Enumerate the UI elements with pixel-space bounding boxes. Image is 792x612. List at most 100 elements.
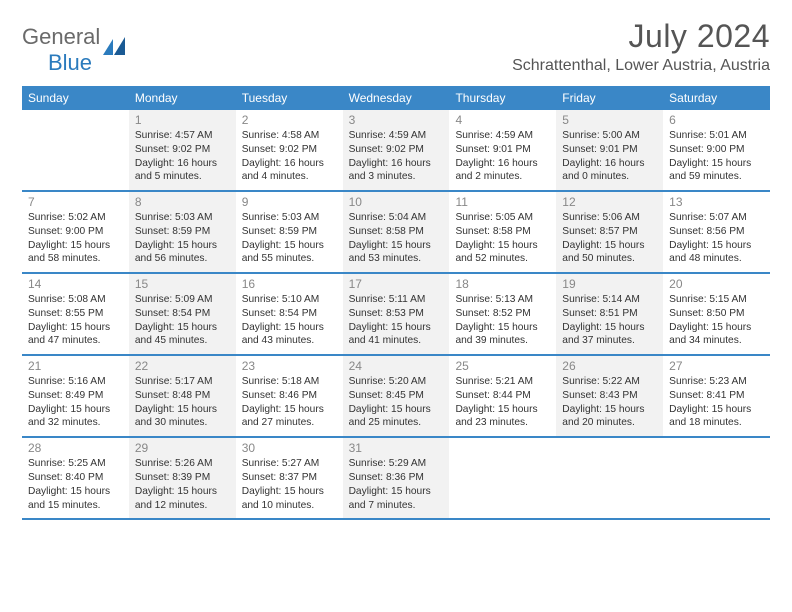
- day-header-cell: Saturday: [663, 86, 770, 110]
- day-cell: [663, 438, 770, 518]
- week-row: 14 Sunrise: 5:08 AMSunset: 8:55 PMDayligh…: [22, 274, 770, 356]
- day-cell: 24 Sunrise: 5:20 AMSunset: 8:45 PMDayligh…: [343, 356, 450, 436]
- day-number: 24: [349, 359, 444, 373]
- day-info: Sunrise: 4:58 AMSunset: 9:02 PMDaylight:…: [242, 129, 337, 184]
- day-info: Sunrise: 5:06 AMSunset: 8:57 PMDaylight:…: [562, 211, 657, 266]
- day-number: 13: [669, 195, 764, 209]
- day-info: Sunrise: 5:25 AMSunset: 8:40 PMDaylight:…: [28, 457, 123, 512]
- day-cell: 2 Sunrise: 4:58 AMSunset: 9:02 PMDaylight…: [236, 110, 343, 190]
- day-number: 26: [562, 359, 657, 373]
- day-number: 21: [28, 359, 123, 373]
- day-number: 23: [242, 359, 337, 373]
- day-info: Sunrise: 5:01 AMSunset: 9:00 PMDaylight:…: [669, 129, 764, 184]
- logo-text-wrap: General Blue: [22, 24, 100, 76]
- day-info: Sunrise: 5:08 AMSunset: 8:55 PMDaylight:…: [28, 293, 123, 348]
- day-number: 4: [455, 113, 550, 127]
- day-number: 6: [669, 113, 764, 127]
- day-number: 27: [669, 359, 764, 373]
- logo-flag-icon: [103, 37, 131, 64]
- day-info: Sunrise: 5:05 AMSunset: 8:58 PMDaylight:…: [455, 211, 550, 266]
- day-header-cell: Tuesday: [236, 86, 343, 110]
- day-header-row: SundayMondayTuesdayWednesdayThursdayFrid…: [22, 86, 770, 110]
- day-cell: 31 Sunrise: 5:29 AMSunset: 8:36 PMDayligh…: [343, 438, 450, 518]
- day-cell: 17 Sunrise: 5:11 AMSunset: 8:53 PMDayligh…: [343, 274, 450, 354]
- day-number: 25: [455, 359, 550, 373]
- day-cell: 18 Sunrise: 5:13 AMSunset: 8:52 PMDayligh…: [449, 274, 556, 354]
- day-info: Sunrise: 5:17 AMSunset: 8:48 PMDaylight:…: [135, 375, 230, 430]
- day-info: Sunrise: 5:22 AMSunset: 8:43 PMDaylight:…: [562, 375, 657, 430]
- day-cell: [22, 110, 129, 190]
- day-info: Sunrise: 5:09 AMSunset: 8:54 PMDaylight:…: [135, 293, 230, 348]
- day-cell: 11 Sunrise: 5:05 AMSunset: 8:58 PMDayligh…: [449, 192, 556, 272]
- day-cell: 7 Sunrise: 5:02 AMSunset: 9:00 PMDaylight…: [22, 192, 129, 272]
- day-cell: 5Sunrise: 5:00 AMSunset: 9:01 PMDaylight…: [556, 110, 663, 190]
- day-number: 5: [562, 113, 657, 127]
- day-info: Sunrise: 5:20 AMSunset: 8:45 PMDaylight:…: [349, 375, 444, 430]
- day-cell: 22 Sunrise: 5:17 AMSunset: 8:48 PMDayligh…: [129, 356, 236, 436]
- day-cell: 4 Sunrise: 4:59 AMSunset: 9:01 PMDaylight…: [449, 110, 556, 190]
- day-number: 7: [28, 195, 123, 209]
- day-info: Sunrise: 5:23 AMSunset: 8:41 PMDaylight:…: [669, 375, 764, 430]
- day-info: Sunrise: 5:18 AMSunset: 8:46 PMDaylight:…: [242, 375, 337, 430]
- day-info: Sunrise: 5:04 AMSunset: 8:58 PMDaylight:…: [349, 211, 444, 266]
- day-info: Sunrise: 5:26 AMSunset: 8:39 PMDaylight:…: [135, 457, 230, 512]
- title-block: July 2024 Schrattenthal, Lower Austria, …: [512, 18, 770, 75]
- day-cell: 29Sunrise: 5:26 AMSunset: 8:39 PMDayligh…: [129, 438, 236, 518]
- day-number: 17: [349, 277, 444, 291]
- day-number: 31: [349, 441, 444, 455]
- day-cell: 21 Sunrise: 5:16 AMSunset: 8:49 PMDayligh…: [22, 356, 129, 436]
- day-number: 14: [28, 277, 123, 291]
- day-info: Sunrise: 5:10 AMSunset: 8:54 PMDaylight:…: [242, 293, 337, 348]
- day-cell: 15 Sunrise: 5:09 AMSunset: 8:54 PMDayligh…: [129, 274, 236, 354]
- day-cell: [449, 438, 556, 518]
- location-text: Schrattenthal, Lower Austria, Austria: [512, 57, 770, 75]
- day-number: 2: [242, 113, 337, 127]
- logo-word-general: General: [22, 24, 100, 49]
- day-info: Sunrise: 5:29 AMSunset: 8:36 PMDaylight:…: [349, 457, 444, 512]
- day-info: Sunrise: 5:03 AMSunset: 8:59 PMDaylight:…: [242, 211, 337, 266]
- week-row: 21 Sunrise: 5:16 AMSunset: 8:49 PMDayligh…: [22, 356, 770, 438]
- calendar: SundayMondayTuesdayWednesdayThursdayFrid…: [22, 86, 770, 520]
- day-number: 16: [242, 277, 337, 291]
- day-header-cell: Sunday: [22, 86, 129, 110]
- month-title: July 2024: [512, 18, 770, 55]
- day-info: Sunrise: 5:02 AMSunset: 9:00 PMDaylight:…: [28, 211, 123, 266]
- day-cell: 13 Sunrise: 5:07 AMSunset: 8:56 PMDayligh…: [663, 192, 770, 272]
- day-number: 11: [455, 195, 550, 209]
- day-number: 20: [669, 277, 764, 291]
- day-cell: 16 Sunrise: 5:10 AMSunset: 8:54 PMDayligh…: [236, 274, 343, 354]
- day-info: Sunrise: 5:07 AMSunset: 8:56 PMDaylight:…: [669, 211, 764, 266]
- weeks-container: 1Sunrise: 4:57 AMSunset: 9:02 PMDaylight…: [22, 110, 770, 520]
- day-number: 15: [135, 277, 230, 291]
- day-cell: 25 Sunrise: 5:21 AMSunset: 8:44 PMDayligh…: [449, 356, 556, 436]
- day-cell: 10 Sunrise: 5:04 AMSunset: 8:58 PMDayligh…: [343, 192, 450, 272]
- day-number: 19: [562, 277, 657, 291]
- day-info: Sunrise: 4:59 AMSunset: 9:01 PMDaylight:…: [455, 129, 550, 184]
- day-header-cell: Wednesday: [343, 86, 450, 110]
- day-number: 8: [135, 195, 230, 209]
- header-row: General Blue July 2024 Schrattenthal, Lo…: [22, 18, 770, 76]
- week-row: 28Sunrise: 5:25 AMSunset: 8:40 PMDayligh…: [22, 438, 770, 520]
- day-info: Sunrise: 5:16 AMSunset: 8:49 PMDaylight:…: [28, 375, 123, 430]
- day-number: 22: [135, 359, 230, 373]
- day-cell: [556, 438, 663, 518]
- day-number: 18: [455, 277, 550, 291]
- day-number: 12: [562, 195, 657, 209]
- day-header-cell: Thursday: [449, 86, 556, 110]
- day-number: 3: [349, 113, 444, 127]
- day-number: 10: [349, 195, 444, 209]
- day-number: 30: [242, 441, 337, 455]
- day-cell: 26 Sunrise: 5:22 AMSunset: 8:43 PMDayligh…: [556, 356, 663, 436]
- day-cell: 19Sunrise: 5:14 AMSunset: 8:51 PMDayligh…: [556, 274, 663, 354]
- day-cell: 9Sunrise: 5:03 AMSunset: 8:59 PMDaylight…: [236, 192, 343, 272]
- day-cell: 30Sunrise: 5:27 AMSunset: 8:37 PMDayligh…: [236, 438, 343, 518]
- day-cell: 8Sunrise: 5:03 AMSunset: 8:59 PMDaylight…: [129, 192, 236, 272]
- day-info: Sunrise: 5:11 AMSunset: 8:53 PMDaylight:…: [349, 293, 444, 348]
- logo: General Blue: [22, 18, 131, 76]
- day-info: Sunrise: 4:59 AMSunset: 9:02 PMDaylight:…: [349, 129, 444, 184]
- day-cell: 23 Sunrise: 5:18 AMSunset: 8:46 PMDayligh…: [236, 356, 343, 436]
- day-info: Sunrise: 5:13 AMSunset: 8:52 PMDaylight:…: [455, 293, 550, 348]
- day-cell: 1Sunrise: 4:57 AMSunset: 9:02 PMDaylight…: [129, 110, 236, 190]
- logo-word-blue: Blue: [22, 50, 92, 75]
- day-info: Sunrise: 5:21 AMSunset: 8:44 PMDaylight:…: [455, 375, 550, 430]
